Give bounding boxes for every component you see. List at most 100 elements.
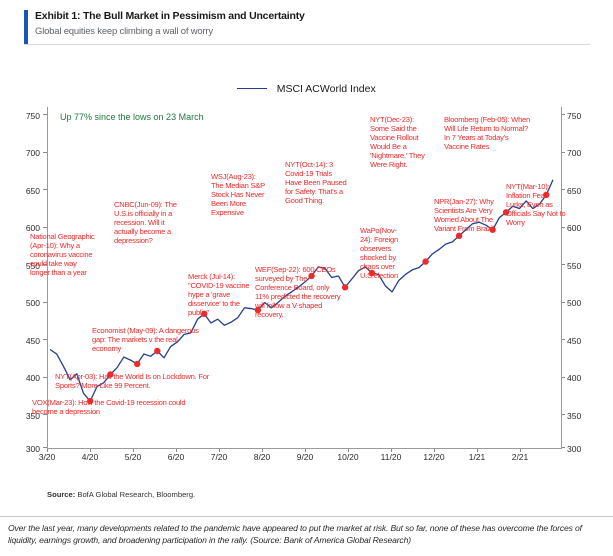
- source-label: Source:: [47, 490, 76, 499]
- annotation-wapo: WaPo(Nov-24): Foreign observers shocked …: [360, 226, 398, 280]
- event-marker: [422, 258, 429, 265]
- annotation-cnbc: CNBC(Jun-09): The U.S.is officially in a…: [114, 200, 177, 245]
- y-tick-350: 350: [25, 411, 40, 421]
- chart-legend: MSCI ACWorld Index: [0, 80, 613, 98]
- exhibit-header: Exhibit 1: The Bull Market in Pessimism …: [24, 10, 590, 46]
- x-mark: [176, 448, 177, 452]
- x-mark: [305, 448, 306, 452]
- source-line: Source: BofA Global Research, Bloomberg.: [47, 490, 195, 499]
- y-tick-right-300: 300: [567, 444, 582, 454]
- page-subtitle: Global equities keep climbing a wall of …: [35, 26, 213, 37]
- footnote-divider: [0, 516, 613, 517]
- y-mark: [561, 114, 565, 115]
- y-tick-right-350: 350: [567, 411, 582, 421]
- header-accent-bar: [24, 10, 28, 44]
- y-tick-right-450: 450: [567, 336, 582, 346]
- x-tick-1: 4/20: [81, 452, 99, 462]
- x-tick-8: 11/20: [380, 452, 402, 462]
- header-divider: [24, 44, 590, 45]
- x-tick-10: 1/21: [468, 452, 486, 462]
- event-marker: [107, 371, 114, 378]
- legend-item-msci-acworld: MSCI ACWorld Index: [237, 80, 376, 98]
- annotation-nyt-oct14: NYT(Oct-14): 3 Covid-19 Trials Have Been…: [285, 160, 347, 205]
- event-marker: [201, 310, 208, 318]
- y-tick-750: 750: [25, 111, 40, 121]
- y-mark: [561, 414, 565, 415]
- x-tick-3: 6/20: [167, 452, 185, 462]
- x-mark: [348, 448, 349, 452]
- x-mark: [219, 448, 220, 452]
- annotation-up-77: Up 77% since the lows on 23 March: [60, 112, 204, 122]
- annotation-natgeo: National Geographic (Apr-10): Why a coro…: [30, 232, 95, 277]
- x-mark: [133, 448, 134, 452]
- y-mark: [561, 377, 565, 378]
- y-mark: [43, 377, 47, 378]
- annotation-nyt-mar10: NYT(Mar-10): Inflation Fear Lurks, Even …: [506, 182, 566, 227]
- y-tick-400: 400: [25, 373, 40, 383]
- annotation-vox-mar23: VOX(Mar-23): How the Covid-19 recession …: [32, 398, 186, 416]
- y-mark: [43, 227, 47, 228]
- annotation-wef: WEF(Sep-22): 600 CEOs surveyed by The Co…: [255, 265, 341, 319]
- y-tick-right-650: 650: [567, 186, 582, 196]
- event-marker: [87, 397, 94, 405]
- y-tick-right-700: 700: [567, 148, 582, 158]
- x-mark: [262, 448, 263, 452]
- event-marker: [341, 284, 349, 291]
- y-mark: [43, 114, 47, 115]
- y-mark: [43, 264, 47, 265]
- y-tick-300: 300: [25, 444, 40, 454]
- y-mark: [561, 227, 565, 228]
- y-mark: [561, 152, 565, 153]
- x-tick-5: 8/20: [253, 452, 271, 462]
- y-tick-450: 450: [25, 336, 40, 346]
- annotation-wsj: WSJ(Aug-23): The Median S&P Stock Has Ne…: [211, 172, 265, 217]
- x-tick-7: 10/20: [337, 452, 359, 462]
- series-line-msci-acworld: [49, 179, 554, 402]
- x-mark: [434, 448, 435, 452]
- y-tick-600: 600: [25, 223, 40, 233]
- x-tick-0: 3/20: [38, 452, 56, 462]
- y-mark: [561, 264, 565, 265]
- y-mark: [43, 339, 47, 340]
- y-tick-right-600: 600: [567, 223, 582, 233]
- event-marker: [308, 272, 315, 280]
- y-mark: [43, 414, 47, 415]
- y-tick-550: 550: [25, 261, 40, 271]
- legend-label: MSCI ACWorld Index: [276, 82, 376, 95]
- annotation-nyt-apr03: NYT(Apr-03): Half the World Is on Lockdo…: [55, 372, 209, 390]
- y-tick-right-550: 550: [567, 261, 582, 271]
- annotation-merck: Merck (Jul-14): "COVID-19 vaccine hype a…: [188, 272, 250, 317]
- x-tick-4: 7/20: [210, 452, 228, 462]
- source-text: BofA Global Research, Bloomberg.: [75, 490, 196, 499]
- event-marker: [502, 209, 510, 216]
- y-mark: [561, 447, 565, 448]
- x-tick-2: 5/20: [124, 452, 142, 462]
- y-mark: [43, 302, 47, 303]
- chart-plot-area: [47, 107, 562, 449]
- y-mark: [43, 189, 47, 190]
- y-mark: [43, 152, 47, 153]
- y-tick-700: 700: [25, 148, 40, 158]
- y-tick-500: 500: [25, 298, 40, 308]
- annotation-bloomberg: Bloomberg (Feb-05): When Will Life Retur…: [444, 115, 531, 151]
- x-tick-11: 2/21: [511, 452, 529, 462]
- x-mark: [520, 448, 521, 452]
- event-marker: [254, 306, 262, 314]
- x-mark: [391, 448, 392, 452]
- price-line-chart: [49, 179, 554, 405]
- event-marker: [489, 226, 496, 233]
- y-tick-right-500: 500: [567, 298, 582, 308]
- annotation-npr: NPR(Jan-27): Why Scientists Are Very Wor…: [434, 197, 494, 233]
- event-marker: [368, 269, 376, 277]
- annotation-economist: Economist (May-09): A dangerous gap: The…: [92, 326, 199, 353]
- legend-line-swatch: [237, 88, 268, 90]
- y-mark: [43, 447, 47, 448]
- x-tick-6: 9/20: [296, 452, 314, 462]
- event-marker-group: [87, 191, 550, 405]
- event-marker: [154, 347, 161, 355]
- footnote-text: Over the last year, many developments re…: [8, 523, 582, 545]
- y-tick-right-750: 750: [567, 111, 582, 121]
- y-mark: [561, 339, 565, 340]
- y-tick-right-400: 400: [567, 373, 582, 383]
- x-mark: [47, 448, 48, 452]
